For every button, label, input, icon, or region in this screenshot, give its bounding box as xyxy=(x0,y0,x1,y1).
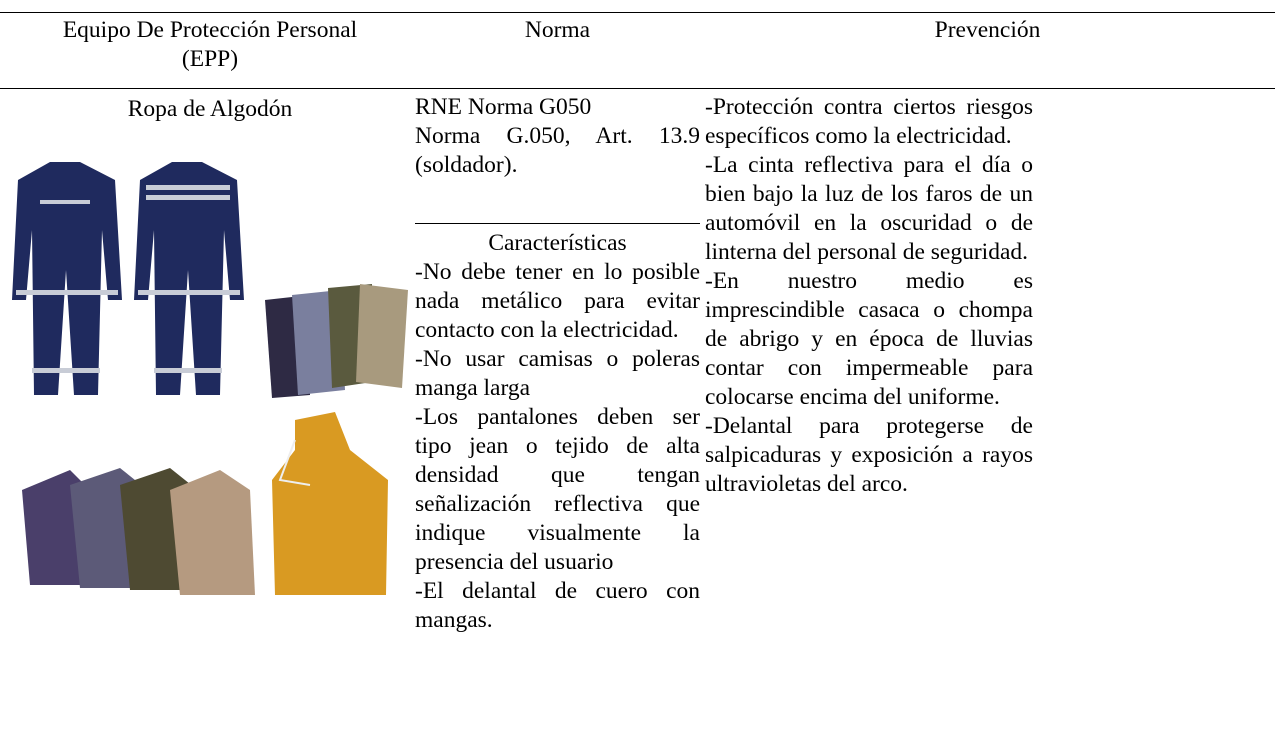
norma-cell: RNE Norma G050 Norma G.050, Art. 13.9 (s… xyxy=(415,93,700,180)
list-item: -No debe tener en lo posible nada metáli… xyxy=(415,259,700,343)
coverall-back xyxy=(134,162,244,395)
list-item: -Delantal para protegerse de salpicadura… xyxy=(705,413,1033,497)
list-item: -No usar camisas o poleras manga larga xyxy=(415,346,700,401)
section-rule xyxy=(415,223,700,224)
ppe-images xyxy=(12,162,408,595)
coverall-front xyxy=(12,162,122,395)
pants xyxy=(265,284,408,398)
list-item: -En nuestro medio es imprescindible casa… xyxy=(705,268,1033,410)
norma-line: Norma G.050, Art. 13.9 (soldador). xyxy=(415,123,700,178)
top-rule xyxy=(0,12,1275,13)
section-title: Características xyxy=(488,230,627,256)
prevencion-list: -Protección contra ciertos riesgos espec… xyxy=(705,93,1270,499)
list-item: -Los pantalones deben ser tipo jean o te… xyxy=(415,404,700,575)
item-name: Ropa de Algodón xyxy=(127,96,293,122)
list-item: -La cinta reflectiva para el día o bien … xyxy=(705,152,1033,265)
apron xyxy=(272,412,388,595)
header-cell: Norma xyxy=(524,17,591,43)
shirts xyxy=(22,468,255,595)
header-cell: Equipo De Protección Personal (EPP) xyxy=(62,17,358,72)
header-cell: Prevención xyxy=(934,17,1041,43)
caracteristicas-list: -No debe tener en lo posible nada metáli… xyxy=(415,258,700,635)
list-item: -Protección contra ciertos riesgos espec… xyxy=(705,94,1033,149)
list-item: -El delantal de cuero con mangas. xyxy=(415,578,700,633)
norma-line: RNE Norma G050 xyxy=(415,94,592,120)
header-rule xyxy=(0,88,1275,89)
